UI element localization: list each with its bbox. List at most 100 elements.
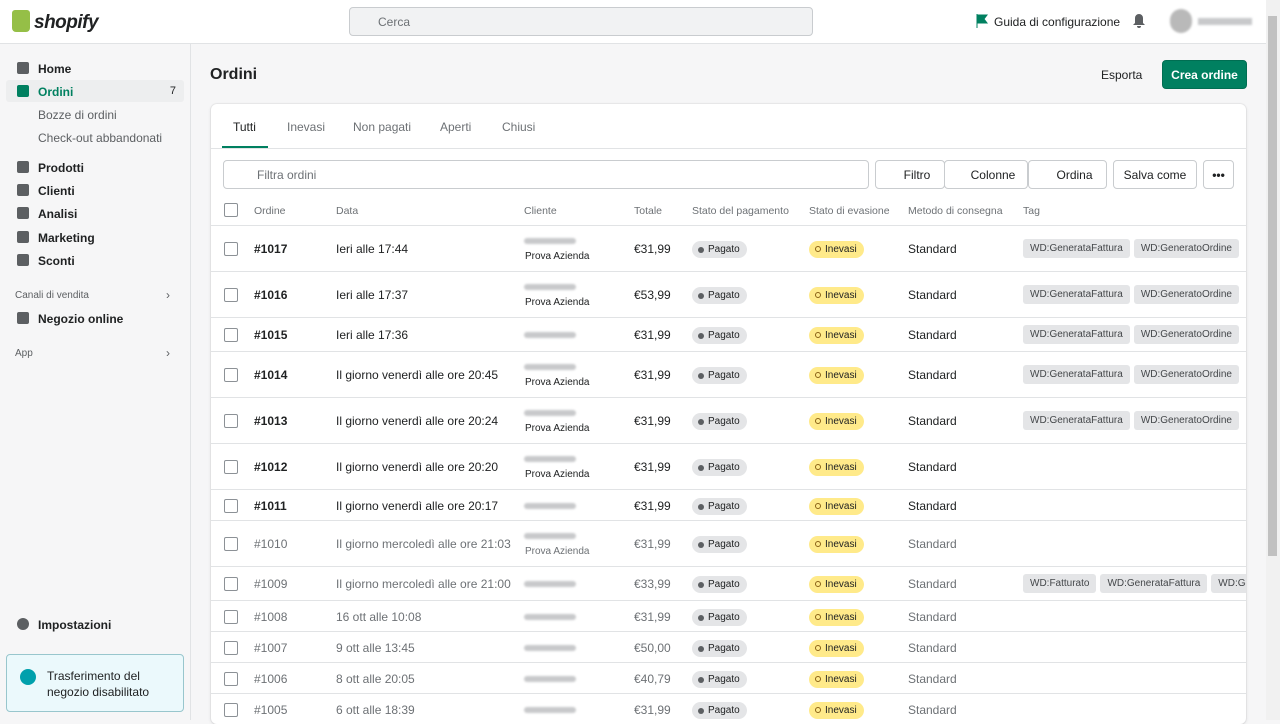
- order-row[interactable]: #1016 Ieri alle 17:37 Prova Azienda €53,99 P…: [211, 271, 1246, 317]
- search[interactable]: Cerca: [349, 7, 813, 36]
- tag: WD:GenerataFattura: [1023, 411, 1130, 430]
- tab[interactable]: Non pagati: [353, 120, 412, 134]
- nav-item[interactable]: Bozze di ordini: [6, 103, 184, 125]
- logo[interactable]: shopify: [34, 12, 99, 33]
- chevron[interactable]: ›: [166, 288, 170, 302]
- row-checkbox[interactable]: [224, 537, 238, 551]
- row-checkbox[interactable]: [224, 498, 238, 513]
- order-number[interactable]: #1015: [254, 328, 288, 342]
- order-total: €50,00: [634, 640, 671, 655]
- order-row[interactable]: #1011 Il giorno venerdì alle ore 20:17 €31…: [211, 489, 1246, 520]
- order-number[interactable]: #1010: [254, 537, 288, 551]
- delivery-method: Standard: [908, 414, 957, 428]
- row-checkbox[interactable]: [224, 288, 238, 302]
- order-number[interactable]: #1014: [254, 368, 288, 382]
- order-row[interactable]: #1007 9 ott alle 13:45 €50,00 Pagato Inevasi…: [211, 631, 1246, 662]
- toolbar-button[interactable]: Filtro: [875, 160, 945, 189]
- customer-company: Prova Azienda: [525, 251, 590, 262]
- order-row[interactable]: #1005 6 ott alle 18:39 €31,99 Pagato Inevasi…: [211, 693, 1246, 724]
- create-order-button[interactable]: Crea ordine: [1162, 60, 1247, 89]
- delivery-method: Standard: [908, 242, 957, 256]
- row-checkbox[interactable]: [224, 242, 238, 256]
- nav-item[interactable]: Ordini 7: [6, 80, 184, 102]
- row-checkbox[interactable]: [224, 609, 238, 624]
- column-header[interactable]: Stato del pagamento: [692, 205, 789, 217]
- row-checkbox[interactable]: [224, 414, 238, 428]
- nav-item[interactable]: Sconti: [6, 249, 184, 271]
- setup-guide[interactable]: Guida di configurazione: [994, 15, 1121, 29]
- tab[interactable]: Inevasi: [287, 120, 326, 134]
- row-checkbox[interactable]: [224, 671, 238, 686]
- payment-status: Pagato: [692, 287, 747, 304]
- toolbar-button[interactable]: Colonne: [944, 160, 1028, 189]
- nav-item[interactable]: Home: [6, 57, 184, 79]
- row-checkbox[interactable]: [224, 577, 238, 591]
- column-header[interactable]: Stato di evasione: [809, 205, 890, 217]
- fulfillment-status: Inevasi: [809, 576, 864, 593]
- tag: WD:GeneratoOrdine: [1133, 325, 1239, 344]
- payment-status: Pagato: [692, 576, 747, 593]
- order-number[interactable]: #1009: [254, 577, 288, 591]
- tab[interactable]: Tutti: [233, 120, 256, 134]
- order-number[interactable]: #1016: [254, 288, 288, 302]
- order-number[interactable]: #1011: [254, 498, 287, 513]
- row-checkbox[interactable]: [224, 640, 238, 655]
- row-checkbox[interactable]: [224, 702, 238, 717]
- order-row[interactable]: #1010 Il giorno mercoledì alle ore 21:03 P…: [211, 520, 1246, 566]
- export-button[interactable]: Esporta: [1101, 68, 1143, 82]
- row-checkbox[interactable]: [224, 328, 238, 342]
- delivery-method: Standard: [908, 537, 957, 551]
- column-header[interactable]: Tag: [1023, 205, 1040, 217]
- nav-item[interactable]: Clienti: [6, 179, 184, 201]
- delivery-method: Standard: [908, 368, 957, 382]
- order-row[interactable]: #1015 Ieri alle 17:36 €31,99 Pagato Inevasi S…: [211, 317, 1246, 351]
- column-header[interactable]: Cliente: [524, 205, 557, 217]
- scrollbar-thumb[interactable]: [1268, 16, 1277, 556]
- customer-name-blurred: [524, 410, 576, 416]
- customer-company: Prova Azienda: [525, 469, 590, 480]
- customer-name-blurred: [524, 675, 576, 682]
- column-header[interactable]: Metodo di consegna: [908, 205, 1003, 217]
- bell-icon[interactable]: [1132, 13, 1146, 29]
- nav-item[interactable]: Analisi: [6, 202, 184, 224]
- order-row[interactable]: #1008 16 ott alle 10:08 €31,99 Pagato Inevas…: [211, 600, 1246, 631]
- order-row[interactable]: #1014 Il giorno venerdì alle ore 20:45 Pro…: [211, 351, 1246, 397]
- nav-item[interactable]: Prodotti: [6, 156, 184, 178]
- order-number[interactable]: #1013: [254, 414, 288, 428]
- more-button[interactable]: •••: [1203, 160, 1234, 189]
- order-total: €40,79: [634, 671, 671, 686]
- chevron[interactable]: ›: [166, 346, 170, 360]
- order-number[interactable]: #1006: [254, 671, 288, 686]
- icon: [17, 231, 29, 243]
- row-checkbox[interactable]: [224, 460, 238, 474]
- info-icon: [20, 669, 36, 685]
- row-checkbox[interactable]: [224, 368, 238, 382]
- column-header[interactable]: Ordine: [254, 205, 286, 217]
- order-number[interactable]: #1017: [254, 242, 288, 256]
- order-number[interactable]: #1012: [254, 460, 288, 474]
- nav-item[interactable]: Check-out abbandonati: [6, 126, 184, 148]
- nav-item[interactable]: Impostazioni: [6, 613, 184, 635]
- tab[interactable]: Chiusi: [502, 120, 536, 134]
- order-row[interactable]: #1006 8 ott alle 20:05 €40,79 Pagato Inevasi…: [211, 662, 1246, 693]
- order-number[interactable]: #1008: [254, 609, 288, 624]
- avatar[interactable]: [1170, 9, 1192, 33]
- order-row[interactable]: #1017 Ieri alle 17:44 Prova Azienda €31,99 P…: [211, 225, 1246, 271]
- customer-name-blurred: [524, 332, 576, 338]
- column-header[interactable]: Data: [336, 205, 359, 217]
- nav-item[interactable]: Marketing: [6, 226, 184, 248]
- order-row[interactable]: #1012 Il giorno venerdì alle ore 20:20 Pro…: [211, 443, 1246, 489]
- filter-input[interactable]: Filtra ordini: [223, 160, 869, 189]
- order-number[interactable]: #1005: [254, 702, 288, 717]
- column-header[interactable]: Totale: [634, 205, 663, 217]
- order-row[interactable]: #1009 Il giorno mercoledì alle ore 21:00 €…: [211, 566, 1246, 600]
- icon: [17, 62, 29, 74]
- select-all-checkbox[interactable]: [224, 203, 238, 217]
- toolbar-button[interactable]: Ordina: [1028, 160, 1107, 189]
- nav-item[interactable]: Negozio online: [6, 307, 184, 329]
- toolbar-button[interactable]: Salva come: [1113, 160, 1197, 189]
- order-row[interactable]: #1013 Il giorno venerdì alle ore 20:24 Pro…: [211, 397, 1246, 443]
- tab[interactable]: Aperti: [440, 120, 472, 134]
- order-number[interactable]: #1007: [254, 640, 288, 655]
- label: Clienti: [38, 184, 75, 198]
